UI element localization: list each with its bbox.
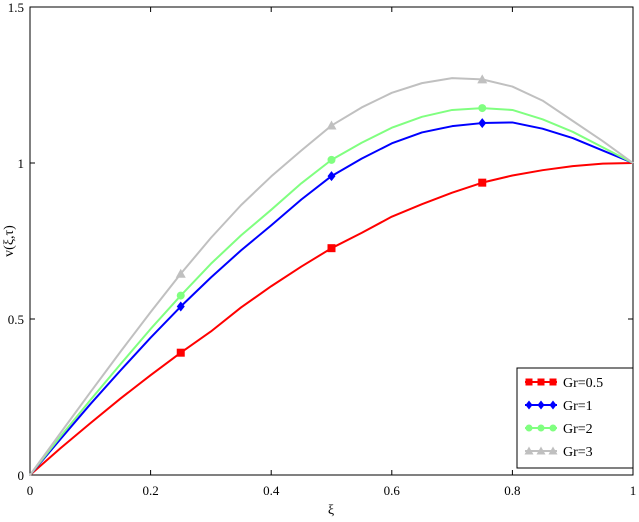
- legend-swatch-marker: [524, 446, 534, 455]
- series-2: [29, 118, 634, 476]
- series-3: [29, 104, 634, 476]
- x-tick-label: 0: [27, 483, 34, 498]
- legend-label: Gr=2: [563, 422, 593, 437]
- legend-label: Gr=0.5: [563, 376, 603, 391]
- legend-item: Gr=3: [524, 445, 593, 460]
- y-tick-label: 1.5: [8, 0, 24, 15]
- legend-swatch-marker: [525, 400, 533, 410]
- legend-swatch-marker: [537, 424, 545, 432]
- data-point: [176, 348, 185, 357]
- legend-label: Gr=3: [563, 445, 593, 460]
- legend-swatch-marker: [549, 400, 557, 410]
- legend-swatch-marker: [525, 424, 533, 432]
- data-point: [478, 178, 487, 187]
- series-4: [29, 74, 634, 476]
- legend-swatch-marker: [549, 378, 557, 386]
- data-point: [478, 118, 487, 129]
- legend-swatch-marker: [537, 378, 545, 386]
- legend-item: Gr=2: [525, 422, 593, 437]
- y-tick-label: 0: [18, 468, 25, 483]
- x-axis-label: ξ: [328, 503, 334, 518]
- data-point: [327, 171, 336, 182]
- data-point: [176, 301, 185, 312]
- axis-ticks: 0 0.2 0.4 0.6 0.8 1 0 0.5 1 1.5: [8, 0, 637, 498]
- legend-item: Gr=1: [525, 399, 593, 414]
- data-point: [477, 74, 488, 84]
- x-tick-label: 0.6: [384, 483, 401, 498]
- legend-swatch-marker: [536, 446, 546, 455]
- data-point: [327, 244, 336, 253]
- x-tick-label: 0.2: [142, 483, 158, 498]
- data-point: [478, 104, 487, 113]
- y-tick-label: 0.5: [8, 312, 24, 327]
- y-tick-label: 1: [18, 156, 25, 171]
- legend-swatch-marker: [525, 378, 533, 386]
- legend-label: Gr=1: [563, 399, 593, 414]
- series-layer: [29, 74, 634, 476]
- x-tick-label: 0.8: [504, 483, 520, 498]
- data-point: [326, 120, 337, 130]
- data-point: [175, 268, 186, 278]
- legend-swatch-marker: [548, 446, 558, 455]
- data-point: [327, 155, 336, 164]
- series-1: [29, 162, 634, 476]
- y-axis-label: v(ξ,τ): [2, 225, 17, 257]
- data-point: [176, 291, 185, 300]
- x-tick-label: 0.4: [263, 483, 280, 498]
- legend-item: Gr=0.5: [525, 376, 603, 391]
- legend-swatch-marker: [549, 424, 557, 432]
- legend: Gr=0.5 Gr=1 Gr=2 Gr=3: [516, 367, 634, 469]
- legend-swatch-marker: [537, 400, 545, 410]
- x-tick-label: 1: [630, 483, 637, 498]
